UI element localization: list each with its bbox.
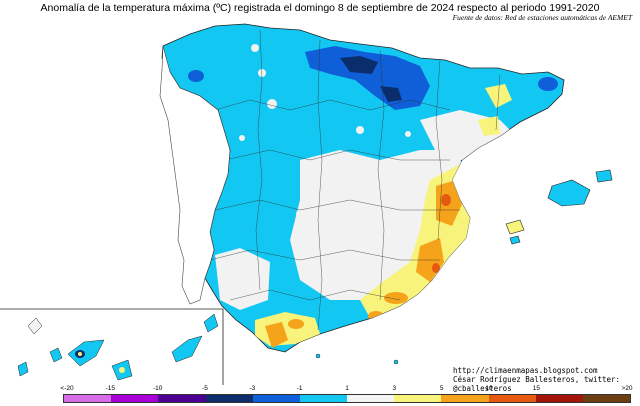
- warm-spot-granada: [368, 311, 384, 321]
- legend-swatch: [252, 395, 300, 402]
- warm-spot-costa: [288, 319, 304, 329]
- strong-negative-core-2: [380, 86, 402, 102]
- credits-author: César Rodríguez Ballesteros, twitter: @c…: [453, 375, 621, 393]
- legend-swatch: [299, 395, 348, 402]
- data-source: Fuente de datos: Red de estaciones autom…: [452, 13, 632, 22]
- warm-spot-malaga: [265, 322, 288, 348]
- credits-url[interactable]: http://climaenmapas.blogspot.com: [453, 366, 598, 375]
- legend-label: 3: [392, 385, 397, 392]
- negative-spot-catalonia: [538, 77, 558, 91]
- legend-swatch: [488, 395, 536, 402]
- legend-label: -15: [105, 385, 116, 392]
- legend-label: -3: [249, 385, 256, 392]
- portugal-outline: [159, 45, 231, 305]
- legend-swatch: [394, 395, 442, 402]
- warm-spot-almeria: [384, 292, 408, 304]
- legend-labels: <-20 -15 -10 -5 -3 -1 1 3 5 10 15 >20: [60, 385, 633, 393]
- neutral-zone-southwest: [215, 248, 270, 310]
- legend-swatch: [64, 395, 112, 402]
- legend-bar: [63, 394, 631, 403]
- negative-spot-galicia: [188, 70, 204, 82]
- legend-label: -10: [152, 385, 163, 392]
- legend-swatch: [158, 395, 206, 402]
- hot-spot-valencia: [441, 194, 451, 206]
- legend-swatch: [347, 395, 395, 402]
- legend-label: <-20: [60, 385, 74, 392]
- legend-label: 10: [485, 385, 493, 392]
- strong-negative-core: [340, 56, 378, 74]
- legend-swatch: [535, 395, 583, 402]
- positive-spot-ebro: [478, 116, 500, 136]
- legend-label: 1: [345, 385, 349, 392]
- legend-label: 5: [439, 385, 444, 392]
- legend-label: -1: [296, 385, 303, 392]
- color-legend: <-20 -15 -10 -5 -3 -1 1 3 5 10 15 >20: [60, 385, 633, 404]
- credits: http://climaenmapas.blogspot.com César R…: [453, 366, 640, 393]
- balearic-islands: [505, 169, 613, 245]
- map-title: Anomalía de la temperatura máxima (ºC) r…: [40, 2, 600, 14]
- hot-spot-murcia: [432, 263, 440, 273]
- legend-swatch: [111, 395, 159, 402]
- legend-label: >20: [621, 385, 633, 392]
- melilla: [393, 359, 399, 365]
- province-borders: [209, 29, 501, 331]
- legend-label: -5: [202, 385, 208, 392]
- legend-swatch: [205, 395, 253, 402]
- ceuta: [315, 353, 321, 359]
- legend-swatch: [441, 395, 489, 402]
- canary-islands-inset: [0, 308, 224, 385]
- legend-label: 15: [532, 385, 540, 392]
- legend-swatch: [582, 395, 631, 402]
